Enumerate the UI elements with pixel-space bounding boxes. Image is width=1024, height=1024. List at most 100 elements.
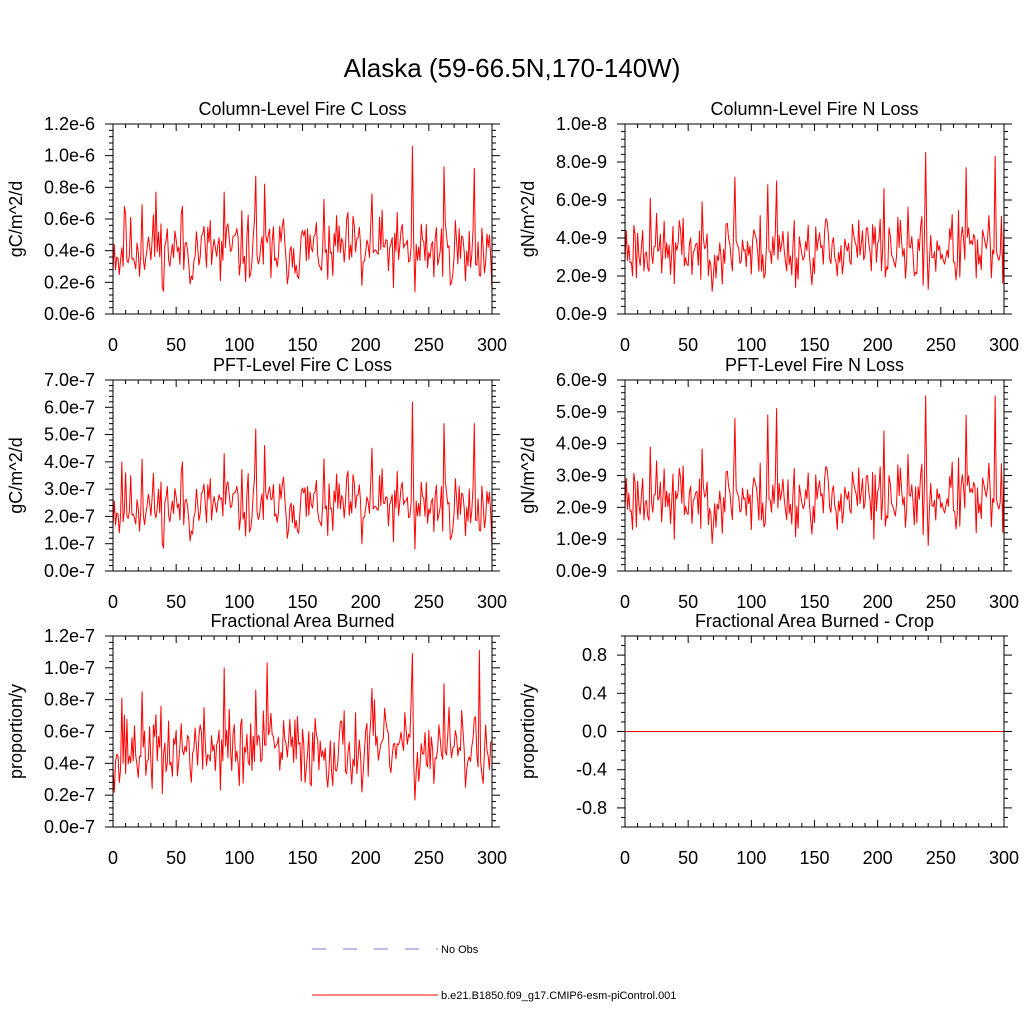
x-tick-label-pft-level-fire-n-loss: 100 [736,592,766,612]
y-tick-label-column-level-fire-c-loss: 0.2e-6 [44,272,95,292]
y-tick-label-pft-level-fire-c-loss: 3.0e-7 [44,479,95,499]
y-tick-label-fractional-area-burned: 1.2e-7 [44,626,95,646]
x-tick-label-column-level-fire-c-loss: 0 [108,335,118,355]
x-tick-label-pft-level-fire-c-loss: 250 [414,592,444,612]
y-tick-label-pft-level-fire-c-loss: 2.0e-7 [44,506,95,526]
y-tick-label-pft-level-fire-n-loss: 5.0e-9 [556,402,607,422]
y-tick-label-pft-level-fire-c-loss: 6.0e-7 [44,397,95,417]
y-tick-label-fractional-area-burned: 1.0e-7 [44,658,95,678]
plot-frame-pft-level-fire-c-loss [112,379,493,572]
panel-fractional-area-burned-crop: 0 50 100 150 200 250 300 -0.8 -0.4 0.0 0.4 0.8 Fract… [518,611,1019,868]
y-axis-label-column-level-fire-n-loss: gN/m^2/d [518,181,538,257]
x-tick-label-fractional-area-burned: 200 [351,848,381,868]
x-tick-label-fractional-area-burned-crop: 50 [678,848,698,868]
panel-title-column-level-fire-n-loss: Column-Level Fire N Loss [710,99,918,119]
legend-model-label: b.e21.B1850.f09_g17.CMIP6-esm-piControl.… [441,990,676,1002]
y-tick-label-column-level-fire-n-loss: 2.0e-9 [556,266,607,286]
x-tick-label-column-level-fire-c-loss: 150 [287,335,317,355]
y-tick-label-fractional-area-burned: 0.4e-7 [44,753,95,773]
panel-title-fractional-area-burned: Fractional Area Burned [210,611,394,631]
y-tick-label-fractional-area-burned-crop: 0.4 [582,683,607,703]
x-tick-label-fractional-area-burned-crop: 250 [926,848,956,868]
x-tick-label-pft-level-fire-n-loss: 50 [678,592,698,612]
y-tick-label-column-level-fire-n-loss: 1.0e-8 [556,114,607,134]
y-tick-label-column-level-fire-n-loss: 8.0e-9 [556,152,607,172]
y-tick-label-pft-level-fire-n-loss: 2.0e-9 [556,497,607,517]
figure-title: Alaska (59-66.5N,170-140W) [344,53,681,83]
plot-frame-column-level-fire-n-loss [624,123,1005,315]
y-tick-label-pft-level-fire-c-loss: 1.0e-7 [44,534,95,554]
y-tick-label-fractional-area-burned: 0.2e-7 [44,785,95,805]
plot-frame-pft-level-fire-n-loss [624,379,1005,572]
x-tick-label-pft-level-fire-c-loss: 50 [166,592,186,612]
x-tick-label-pft-level-fire-n-loss: 250 [926,592,956,612]
y-tick-label-column-level-fire-c-loss: 1.0e-6 [44,146,95,166]
plot-frame-column-level-fire-c-loss [112,123,493,315]
y-tick-label-fractional-area-burned-crop: 0.8 [582,645,607,665]
x-tick-label-pft-level-fire-c-loss: 100 [224,592,254,612]
x-tick-label-column-level-fire-c-loss: 200 [351,335,381,355]
x-tick-label-column-level-fire-n-loss: 200 [863,335,893,355]
x-tick-label-fractional-area-burned: 300 [477,848,507,868]
y-tick-label-pft-level-fire-n-loss: 3.0e-9 [556,466,607,486]
panel-pft-level-fire-c-loss: 0 50 100 150 200 250 300 0.0e-7 1.0e-7 2.0e-7 3.0e… [6,355,507,612]
y-tick-label-column-level-fire-n-loss: 6.0e-9 [556,190,607,210]
y-tick-label-column-level-fire-c-loss: 0.6e-6 [44,209,95,229]
y-tick-label-pft-level-fire-n-loss: 1.0e-9 [556,529,607,549]
y-tick-label-fractional-area-burned: 0.0e-7 [44,817,95,837]
x-tick-label-fractional-area-burned-crop: 200 [863,848,893,868]
x-tick-label-fractional-area-burned-crop: 0 [620,848,630,868]
y-tick-label-pft-level-fire-n-loss: 0.0e-9 [556,561,607,581]
x-tick-label-pft-level-fire-c-loss: 200 [351,592,381,612]
x-tick-label-column-level-fire-n-loss: 250 [926,335,956,355]
panel-title-pft-level-fire-n-loss: PFT-Level Fire N Loss [725,355,904,375]
panel-title-fractional-area-burned-crop: Fractional Area Burned - Crop [695,611,934,631]
y-axis-label-pft-level-fire-c-loss: gC/m^2/d [6,437,26,513]
x-tick-label-pft-level-fire-n-loss: 300 [989,592,1019,612]
x-tick-label-pft-level-fire-n-loss: 150 [799,592,829,612]
legend-obs-label: No Obs [441,944,479,956]
y-tick-label-pft-level-fire-c-loss: 4.0e-7 [44,452,95,472]
panel-pft-level-fire-n-loss: 0 50 100 150 200 250 300 0.0e-9 1.0e-9 2.0e-9 3.0e… [518,355,1019,612]
x-tick-label-fractional-area-burned: 150 [287,848,317,868]
panel-column-level-fire-c-loss: 0 50 100 150 200 250 300 0.0e-6 0.2e-6 0.4e-6 0.6e… [6,99,507,355]
x-tick-label-fractional-area-burned: 50 [166,848,186,868]
panel-title-column-level-fire-c-loss: Column-Level Fire C Loss [198,99,406,119]
y-axis-label-fractional-area-burned-crop: proportion/y [518,684,538,779]
x-tick-label-pft-level-fire-n-loss: 0 [620,592,630,612]
y-tick-label-fractional-area-burned-crop: 0.0 [582,722,607,742]
x-tick-label-fractional-area-burned-crop: 100 [736,848,766,868]
x-tick-label-fractional-area-burned: 0 [108,848,118,868]
x-tick-label-column-level-fire-n-loss: 100 [736,335,766,355]
y-axis-label-column-level-fire-c-loss: gC/m^2/d [6,181,26,257]
y-tick-label-column-level-fire-c-loss: 0.4e-6 [44,241,95,261]
x-tick-label-column-level-fire-n-loss: 50 [678,335,698,355]
x-tick-label-pft-level-fire-c-loss: 150 [287,592,317,612]
x-tick-label-pft-level-fire-c-loss: 300 [477,592,507,612]
series-line-pft-level-fire-n-loss-0 [624,395,1005,547]
y-tick-label-fractional-area-burned-crop: -0.8 [576,798,607,818]
series-line-column-level-fire-c-loss-0 [112,145,493,293]
x-tick-label-column-level-fire-n-loss: 150 [799,335,829,355]
series-line-pft-level-fire-c-loss-0 [112,401,493,550]
x-tick-label-fractional-area-burned-crop: 300 [989,848,1019,868]
x-tick-label-column-level-fire-n-loss: 0 [620,335,630,355]
y-axis-label-pft-level-fire-n-loss: gN/m^2/d [518,437,538,513]
x-tick-label-pft-level-fire-c-loss: 0 [108,592,118,612]
panel-fractional-area-burned: 0 50 100 150 200 250 300 0.0e-7 0.2e-7 0.4e-7 0.6e… [6,611,507,868]
y-tick-label-column-level-fire-c-loss: 1.2e-6 [44,114,95,134]
y-tick-label-column-level-fire-c-loss: 0.0e-6 [44,304,95,324]
series-line-fractional-area-burned-0 [112,649,493,801]
series-line-column-level-fire-n-loss-0 [624,152,1005,292]
x-tick-label-column-level-fire-c-loss: 300 [477,335,507,355]
y-axis-label-fractional-area-burned: proportion/y [6,684,26,779]
y-tick-label-fractional-area-burned-crop: -0.4 [576,760,607,780]
x-tick-label-column-level-fire-c-loss: 250 [414,335,444,355]
y-tick-label-pft-level-fire-c-loss: 5.0e-7 [44,425,95,445]
x-tick-label-column-level-fire-c-loss: 50 [166,335,186,355]
y-tick-label-fractional-area-burned: 0.6e-7 [44,722,95,742]
y-tick-label-column-level-fire-n-loss: 0.0e-9 [556,304,607,324]
panel-column-level-fire-n-loss: 0 50 100 150 200 250 300 0.0e-9 2.0e-9 4.0e-9 6.0e… [518,99,1019,355]
y-tick-label-column-level-fire-n-loss: 4.0e-9 [556,228,607,248]
